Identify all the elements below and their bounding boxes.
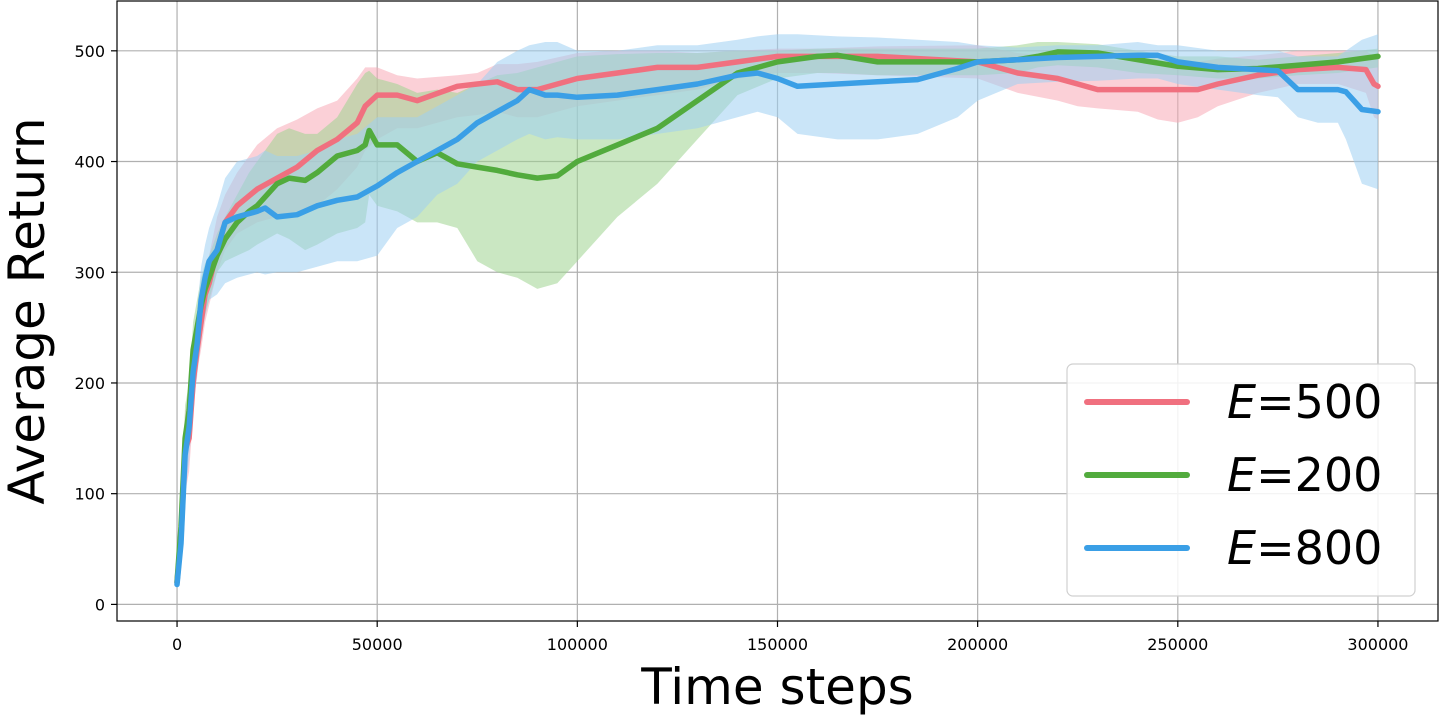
y-tick-label: 100 [74,485,105,504]
x-tick-label: 200000 [947,635,1008,654]
y-axis-ticks: 0 100 200 300 400 500 [74,42,117,614]
y-tick-label: 0 [95,595,105,614]
legend-label-1: E=500 [1227,375,1382,429]
legend-box [1066,363,1416,597]
x-tick-label: 50000 [352,635,403,654]
y-tick-label: 500 [74,42,105,61]
x-axis-ticks: 0 50000 100000 150000 200000 250000 300000 [172,621,1408,654]
y-tick-label: 300 [74,263,105,282]
x-tick-label: 0 [172,635,182,654]
x-axis-label: Time steps [640,658,913,716]
y-tick-label: 400 [74,153,105,172]
legend-label-2: E=200 [1227,448,1382,502]
y-axis-label: Average Return [0,117,56,504]
series-band-3 [177,34,1378,589]
x-tick-label: 300000 [1347,635,1408,654]
legend: E=500 E=200 E=800 [1066,363,1416,597]
series-line-3 [174,52,1381,588]
confidence-bands [177,34,1378,589]
series-line-2 [174,49,1381,586]
x-tick-label: 250000 [1147,635,1208,654]
y-tick-label: 200 [74,374,105,393]
x-tick-label: 150000 [747,635,808,654]
x-tick-label: 100000 [547,635,608,654]
legend-label-3: E=800 [1227,521,1382,575]
series-lines [174,49,1381,588]
series-band-2 [177,42,1378,588]
